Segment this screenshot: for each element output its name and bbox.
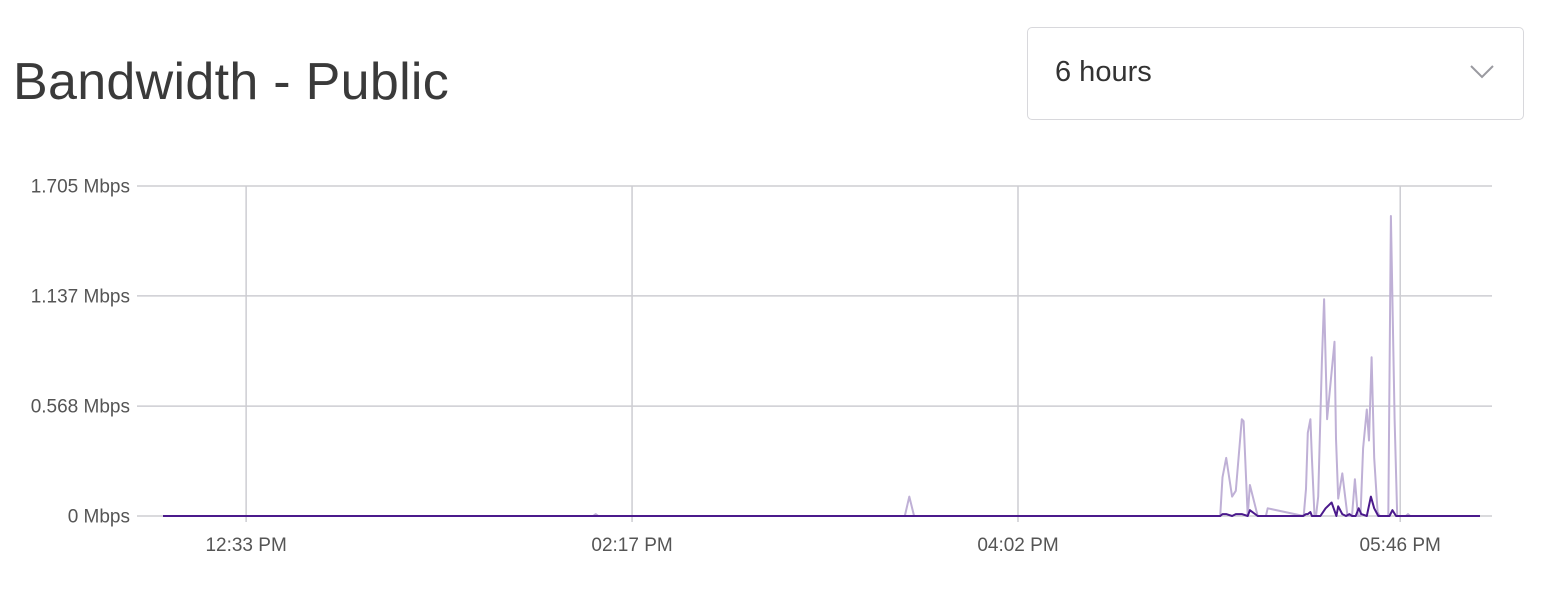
x-tick-label: 04:02 PM — [977, 535, 1058, 556]
series-lines — [163, 215, 1480, 517]
y-tick-label: 0 Mbps — [68, 507, 130, 528]
outbound-series-line — [163, 495, 1480, 517]
page-title: Bandwidth - Public — [13, 53, 450, 111]
grid-lines — [137, 185, 1492, 522]
chevron-down-icon — [1470, 65, 1494, 79]
bandwidth-chart: 0 Mbps 0.568 Mbps 1.137 Mbps 1.705 Mbps 12:3… — [31, 177, 1492, 557]
x-tick-label: 02:17 PM — [591, 535, 672, 556]
time-range-select[interactable]: 6 hours — [1027, 27, 1524, 120]
y-tick-label: 1.705 Mbps — [31, 177, 130, 198]
axis-labels: 0 Mbps 0.568 Mbps 1.137 Mbps 1.705 Mbps 12:3… — [31, 177, 1441, 557]
y-tick-label: 0.568 Mbps — [31, 397, 130, 418]
x-tick-label: 12:33 PM — [205, 535, 286, 556]
x-tick-label: 05:46 PM — [1360, 535, 1441, 556]
y-tick-label: 1.137 Mbps — [31, 286, 130, 307]
time-range-value: 6 hours — [1055, 56, 1152, 88]
inbound-series-line — [163, 215, 1480, 517]
